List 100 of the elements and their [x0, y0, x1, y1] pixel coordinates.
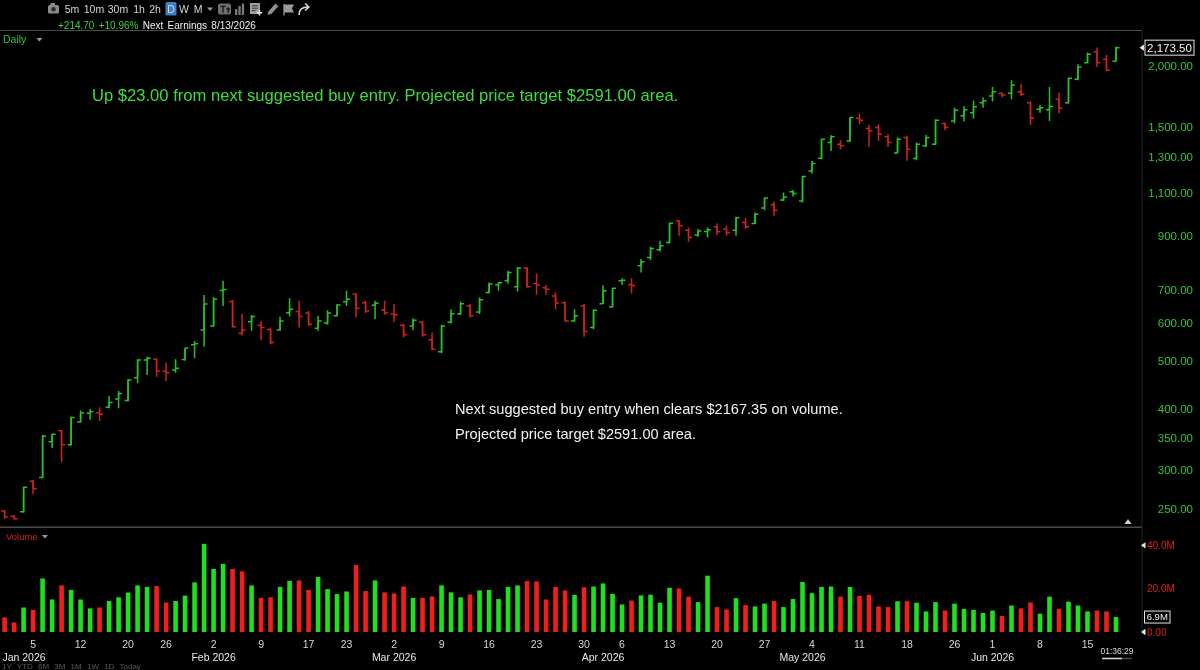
bar: [1085, 611, 1090, 632]
bar: [781, 607, 786, 632]
bar: [420, 597, 425, 632]
bar: [1104, 611, 1109, 632]
y-tick-label: 600.00: [1157, 316, 1193, 329]
bar: [439, 585, 444, 632]
y-tick-label: 400.00: [1157, 403, 1193, 416]
bar: [971, 609, 976, 632]
bar: [762, 603, 767, 632]
x-tick-label: Apr 2026: [581, 651, 625, 663]
bar: [173, 601, 178, 632]
x-tick-label: 20: [711, 638, 724, 650]
x-tick-label: 9: [258, 638, 265, 650]
bar: [686, 596, 691, 632]
bar: [496, 599, 501, 632]
bar: [401, 586, 406, 632]
bar: [230, 568, 235, 632]
x-tick-label: 13: [663, 638, 676, 650]
x-tick-label: 23: [340, 638, 353, 650]
bar: [477, 590, 482, 632]
bar: [553, 586, 558, 632]
chart-subtitle: +214.70 +10.96% Next Earnings 8/13/2026: [58, 19, 257, 31]
bar: [1066, 601, 1071, 632]
x-tick-label: 15: [1081, 638, 1094, 650]
x-tick-label: 26: [948, 638, 961, 650]
bar: [325, 589, 330, 632]
bar: [572, 594, 577, 632]
bar: [59, 585, 64, 632]
bar: [363, 591, 368, 632]
bar: [154, 586, 159, 632]
y-tick-label: 20.0M: [1147, 583, 1175, 595]
bar: [895, 601, 900, 632]
x-tick-label: 6: [619, 638, 626, 650]
x-tick-label: 2 Feb 2026: [191, 638, 236, 663]
y-tick-label: 40.0M: [1147, 539, 1175, 551]
text: 6.9M: [1146, 611, 1168, 623]
annotation: Next suggested buy entry when clears $2167.35 on volume. Projected price target $2591.00 area.: [455, 401, 843, 442]
bar: [534, 581, 539, 632]
y-tick-label: 0.00: [1147, 626, 1167, 638]
y-tick-label: 2,000.00: [1148, 59, 1193, 72]
bar: [97, 607, 102, 632]
bar: [306, 589, 311, 632]
bar: [192, 582, 197, 632]
bar: [11, 622, 17, 632]
bar: [591, 586, 596, 632]
text: 2,173.50: [1147, 41, 1192, 54]
y-tick-label: 1,300.00: [1148, 151, 1193, 164]
bar: [743, 605, 748, 632]
bar: [1009, 605, 1014, 632]
chart-title: Volume: [6, 531, 38, 542]
text: 01:36:29: [1100, 646, 1134, 656]
y-tick-label: 300.00: [1157, 464, 1193, 477]
bar: [458, 597, 463, 632]
bar: [116, 597, 121, 632]
bar: [952, 603, 957, 632]
bar: [667, 587, 672, 632]
bar: [914, 602, 919, 632]
bar: [648, 594, 653, 632]
bar: [1028, 602, 1033, 632]
x-tick-label: 12: [74, 638, 87, 650]
bar: [268, 597, 273, 632]
chart-title: Daily: [3, 33, 28, 45]
y-tick-label: 1,500.00: [1148, 120, 1193, 133]
bar: [800, 581, 805, 632]
x-tick-label: 30: [578, 638, 591, 650]
bar: [724, 609, 729, 632]
bar: [211, 568, 216, 632]
x-tick-label: 5: [30, 638, 37, 650]
y-tick-label: 700.00: [1157, 283, 1193, 296]
bar: [838, 596, 843, 632]
x-tick-label: Jan 2026: [2, 651, 46, 663]
x-tick-label: 8: [1037, 638, 1044, 650]
y-tick-label: 350.00: [1157, 431, 1193, 444]
bar: [2, 617, 7, 632]
x-tick-label: 20: [122, 638, 135, 650]
x-tick-label: May 2026: [779, 651, 826, 663]
bar: [78, 599, 83, 632]
bar: [135, 585, 140, 632]
x-tick-label: 4: [809, 638, 816, 650]
bar: [933, 602, 938, 632]
y-tick-label: 250.00: [1157, 503, 1193, 516]
x-tick-label: 18: [901, 638, 914, 650]
x-tick-label: 11: [854, 638, 866, 650]
x-tick-label: 9: [438, 638, 445, 650]
y-tick-label: 1,100.00: [1148, 187, 1193, 200]
y-tick-label: 900.00: [1157, 229, 1193, 242]
bar: [629, 600, 634, 632]
x-tick-label: 1 Jun 2026: [970, 638, 1015, 663]
bar: [249, 585, 254, 632]
x-tick-label: 16: [483, 638, 496, 650]
x-tick-label: 17: [302, 638, 315, 650]
bar: [287, 580, 292, 632]
bar: [857, 595, 862, 632]
bar: [819, 586, 824, 632]
text: 1Y YTD 6M 3M 1M 1W 1D Today: [2, 661, 141, 670]
bar: [705, 575, 710, 632]
bar: [21, 607, 26, 632]
bar: [344, 591, 349, 632]
x-tick-label: 2 Mar 2026: [371, 638, 417, 663]
bar: [1047, 596, 1052, 632]
